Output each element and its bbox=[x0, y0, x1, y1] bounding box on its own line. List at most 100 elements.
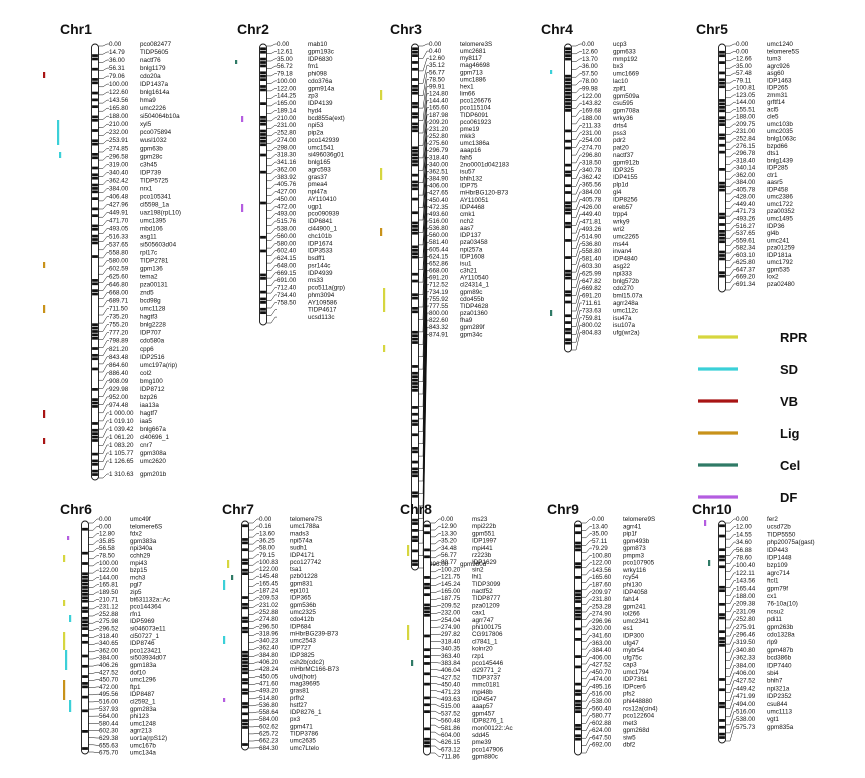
marker-position: 124.80 bbox=[429, 91, 449, 98]
marker-connector bbox=[248, 604, 259, 608]
marker-position: 252.88 bbox=[259, 609, 279, 616]
marker-position: 340.14 bbox=[736, 165, 756, 172]
marker: 36.00 nactf76 bbox=[98, 57, 161, 64]
marker: 318.40 cl7841_1 bbox=[430, 638, 498, 645]
chromosome-band bbox=[92, 289, 98, 292]
marker: 384.90 bhlh132 bbox=[418, 176, 483, 283]
marker: 471.99 IDP2352 bbox=[725, 693, 792, 709]
marker-name: TIDP3737 bbox=[472, 674, 501, 681]
marker: 406.20 csh2b(cdc2) bbox=[248, 659, 324, 666]
chromosome-band bbox=[424, 703, 430, 707]
marker: 319.50 rlp9 bbox=[725, 639, 778, 653]
marker-name: rlp9 bbox=[767, 639, 778, 646]
marker-position: 231.09 bbox=[736, 608, 756, 615]
marker-position: 602.40 bbox=[277, 248, 297, 255]
marker: 626.15 pme39 bbox=[430, 738, 492, 746]
marker-position: 1 105.77 bbox=[109, 450, 134, 457]
marker: 122.00 gpm509a bbox=[571, 93, 640, 101]
chromosome-band bbox=[424, 672, 430, 676]
marker-connector bbox=[571, 110, 582, 117]
marker-position: 493.26 bbox=[582, 226, 602, 233]
marker-name: cmk1 bbox=[460, 211, 476, 218]
marker: 121.75 lhl1 bbox=[430, 574, 482, 581]
marker-name: cpp6 bbox=[140, 346, 154, 353]
marker-connector bbox=[725, 611, 736, 621]
marker: 493.26 umc1495 bbox=[725, 216, 793, 224]
marker-position: 929.98 bbox=[109, 386, 129, 393]
marker: 144.00 mch3 bbox=[88, 574, 146, 581]
marker-connector bbox=[266, 272, 277, 279]
chromosome-band bbox=[565, 174, 571, 177]
marker-position: 427.52 bbox=[441, 674, 461, 681]
chromosome-band bbox=[565, 95, 571, 99]
marker-connector bbox=[98, 460, 109, 471]
marker-connector bbox=[430, 724, 441, 729]
marker-name: IDP4939 bbox=[308, 270, 333, 277]
chromosome-band bbox=[92, 78, 98, 81]
marker-name: pco126676 bbox=[460, 98, 492, 105]
marker-position: 231.20 bbox=[429, 126, 449, 133]
marker-position: 711.86 bbox=[441, 754, 460, 761]
marker: 210.00 xyl5 bbox=[98, 121, 152, 128]
marker: 35.00 agrc926 bbox=[725, 63, 790, 70]
chromosome-band bbox=[412, 61, 418, 64]
chromosome-band bbox=[260, 88, 266, 92]
chromosome-band bbox=[412, 231, 418, 235]
marker-connector bbox=[98, 196, 109, 202]
marker-name: gpm263b bbox=[767, 624, 794, 631]
marker: 318.40 fah5 bbox=[418, 154, 473, 246]
marker-connector bbox=[430, 683, 441, 685]
marker-position: 252.80 bbox=[429, 133, 449, 140]
marker-connector bbox=[88, 540, 99, 545]
marker-connector bbox=[581, 722, 592, 731]
marker: 252.88 rfn1 bbox=[88, 611, 141, 618]
chromosome-band bbox=[575, 689, 581, 693]
marker-name: hstf27 bbox=[290, 702, 308, 709]
marker-name: TIDP4617 bbox=[308, 307, 337, 314]
marker: 78.60 IDP1448 bbox=[725, 555, 792, 564]
marker: 494.00 csu844 bbox=[725, 701, 788, 718]
marker-connector bbox=[725, 283, 736, 291]
marker-position: 209.20 bbox=[429, 119, 449, 126]
marker-name: cdo270 bbox=[613, 285, 634, 292]
marker-position: 673.12 bbox=[441, 746, 461, 753]
marker-name: ereb57 bbox=[613, 204, 633, 211]
marker: 165.44 gpm79f bbox=[725, 585, 788, 596]
marker: 99.91 hex1 bbox=[418, 84, 474, 121]
marker-name: wusl1032 bbox=[139, 137, 167, 144]
marker-connector bbox=[581, 700, 592, 709]
marker-position: 362.33 bbox=[736, 655, 756, 662]
marker-connector bbox=[581, 664, 592, 672]
marker: 78.50 cchh29 bbox=[88, 553, 151, 560]
marker-connector bbox=[430, 576, 441, 580]
qtl-bar-df bbox=[67, 536, 70, 540]
marker: 209.52 pza01209 bbox=[430, 602, 500, 609]
marker-connector bbox=[248, 726, 259, 728]
marker: 341.16 bnlg165 bbox=[266, 159, 331, 166]
chromosome-band bbox=[92, 183, 98, 187]
marker: 673.12 pco147906 bbox=[430, 745, 504, 753]
chromosome-band bbox=[412, 375, 418, 379]
marker-position: 908.09 bbox=[109, 378, 129, 385]
chromosome-band bbox=[565, 81, 571, 85]
marker: 735.20 hagtf3 bbox=[98, 314, 158, 324]
marker-name: ufg(wr2a) bbox=[613, 330, 640, 337]
chromosome-band bbox=[260, 307, 266, 311]
marker-name: phm3094 bbox=[308, 292, 335, 299]
qtl-bar-sd bbox=[57, 120, 60, 145]
marker-name: aaap16 bbox=[460, 147, 482, 154]
marker: 516.00 umc1113 bbox=[725, 709, 792, 726]
marker-name: hma9 bbox=[140, 97, 156, 104]
chromosome-band bbox=[412, 163, 418, 167]
chromosome-band bbox=[260, 57, 266, 61]
chromosome-band bbox=[92, 176, 98, 180]
marker-position: 362.00 bbox=[277, 167, 297, 174]
marker-position: 145.24 bbox=[441, 581, 461, 588]
chromosome-band bbox=[412, 146, 418, 150]
marker: 493.26 wri2 bbox=[571, 226, 625, 242]
marker-name: telomere5S bbox=[767, 48, 799, 55]
marker-position: 57.48 bbox=[736, 70, 752, 77]
marker-position: 14.79 bbox=[109, 49, 125, 56]
marker-connector bbox=[266, 206, 277, 211]
marker-position: 209.52 bbox=[441, 602, 461, 609]
